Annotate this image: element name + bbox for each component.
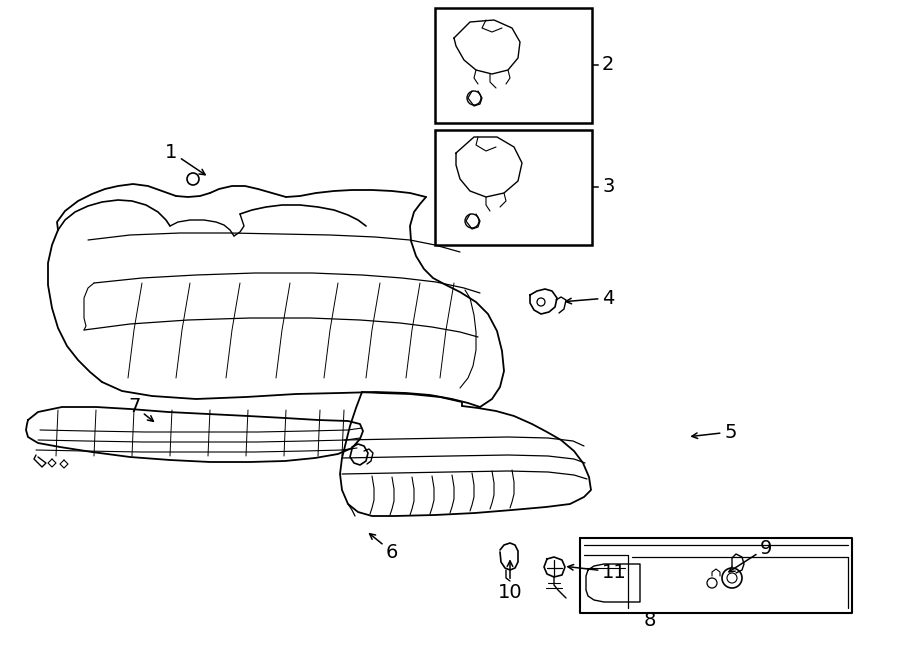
Text: 4: 4 [566, 288, 615, 307]
Bar [435, 8, 592, 123]
Text: 7: 7 [128, 397, 153, 421]
Text: 8: 8 [644, 611, 656, 629]
Text: 5: 5 [692, 422, 736, 442]
Text: 2: 2 [602, 56, 615, 75]
Bar [435, 130, 592, 245]
Text: 1: 1 [165, 143, 205, 175]
Text: 10: 10 [498, 561, 522, 602]
Text: 6: 6 [370, 533, 399, 561]
Text: 3: 3 [602, 178, 615, 196]
Text: 9: 9 [729, 539, 772, 572]
Text: 11: 11 [568, 563, 626, 582]
